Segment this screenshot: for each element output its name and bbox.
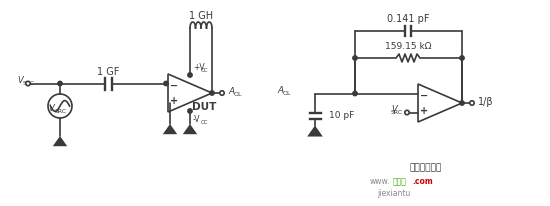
Text: V: V <box>17 76 23 85</box>
Text: A: A <box>228 87 234 96</box>
Polygon shape <box>307 125 323 137</box>
Circle shape <box>405 110 409 115</box>
Text: 10 pF: 10 pF <box>329 111 354 120</box>
Text: SRC: SRC <box>390 110 403 115</box>
Text: +: + <box>420 106 428 116</box>
Text: .com: .com <box>412 178 433 186</box>
Circle shape <box>460 56 464 60</box>
Text: DUT: DUT <box>192 102 216 112</box>
Text: 1 GF: 1 GF <box>97 67 119 76</box>
Text: 1/β: 1/β <box>478 97 494 107</box>
Polygon shape <box>163 124 177 134</box>
Circle shape <box>470 101 474 105</box>
Text: A: A <box>277 86 283 95</box>
Text: 159.15 kΩ: 159.15 kΩ <box>385 41 431 50</box>
Text: SRC: SRC <box>55 109 67 114</box>
Text: CC: CC <box>201 119 208 124</box>
Text: −: − <box>170 80 178 90</box>
Polygon shape <box>53 136 67 146</box>
Circle shape <box>188 109 192 113</box>
Polygon shape <box>168 74 212 112</box>
Circle shape <box>353 91 357 96</box>
Text: -V: -V <box>193 115 201 124</box>
Circle shape <box>220 91 224 95</box>
Text: +: + <box>170 96 178 106</box>
Text: −: − <box>420 90 428 100</box>
Circle shape <box>188 73 192 77</box>
Text: V: V <box>48 103 54 112</box>
Text: www.: www. <box>370 178 390 186</box>
Text: OL: OL <box>283 91 292 96</box>
Text: SRC: SRC <box>23 81 35 86</box>
Text: CC: CC <box>201 68 208 73</box>
Circle shape <box>460 101 464 105</box>
Circle shape <box>26 81 30 86</box>
Circle shape <box>58 81 62 86</box>
Text: 0.141 pF: 0.141 pF <box>387 14 429 24</box>
Text: V: V <box>391 105 397 114</box>
Circle shape <box>164 81 168 86</box>
Circle shape <box>48 94 72 118</box>
Polygon shape <box>183 124 197 134</box>
Circle shape <box>353 56 357 60</box>
Text: 接线图: 接线图 <box>393 178 407 186</box>
Circle shape <box>210 91 214 95</box>
Text: +V: +V <box>193 62 205 71</box>
Text: 1 GH: 1 GH <box>189 11 213 21</box>
Text: 理想的放大器: 理想的放大器 <box>410 164 442 172</box>
Text: OL: OL <box>234 91 243 96</box>
Text: jiexiantu: jiexiantu <box>377 188 410 198</box>
Polygon shape <box>418 84 462 122</box>
